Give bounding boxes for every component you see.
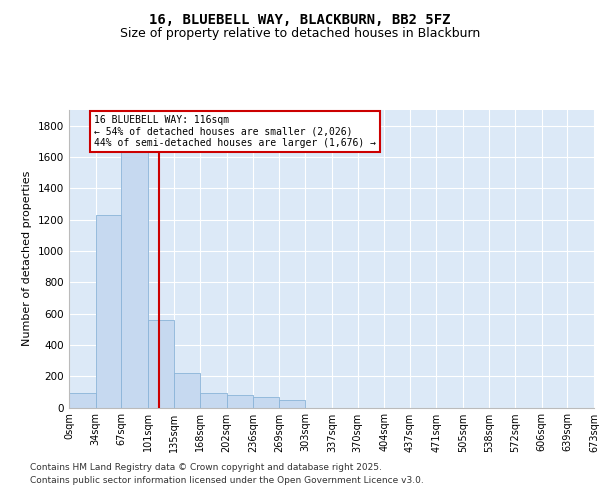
Bar (200, 392, 227, 407)
Bar (227, 395, 253, 407)
Bar (69, 394, 95, 407)
Text: Size of property relative to detached houses in Blackburn: Size of property relative to detached ho… (120, 28, 480, 40)
Bar (253, 398, 279, 407)
Bar (95, 215, 121, 408)
Text: 16 BLUEBELL WAY: 116sqm
← 54% of detached houses are smaller (2,026)
44% of semi: 16 BLUEBELL WAY: 116sqm ← 54% of detache… (94, 114, 376, 148)
Bar (148, 320, 175, 408)
Text: Contains HM Land Registry data © Crown copyright and database right 2025.: Contains HM Land Registry data © Crown c… (30, 464, 382, 472)
Bar (121, 134, 148, 407)
Bar (279, 400, 305, 407)
Bar (175, 373, 200, 408)
Text: 16, BLUEBELL WAY, BLACKBURN, BB2 5FZ: 16, BLUEBELL WAY, BLACKBURN, BB2 5FZ (149, 12, 451, 26)
Y-axis label: Number of detached properties: Number of detached properties (22, 171, 32, 346)
Text: Contains public sector information licensed under the Open Government Licence v3: Contains public sector information licen… (30, 476, 424, 485)
